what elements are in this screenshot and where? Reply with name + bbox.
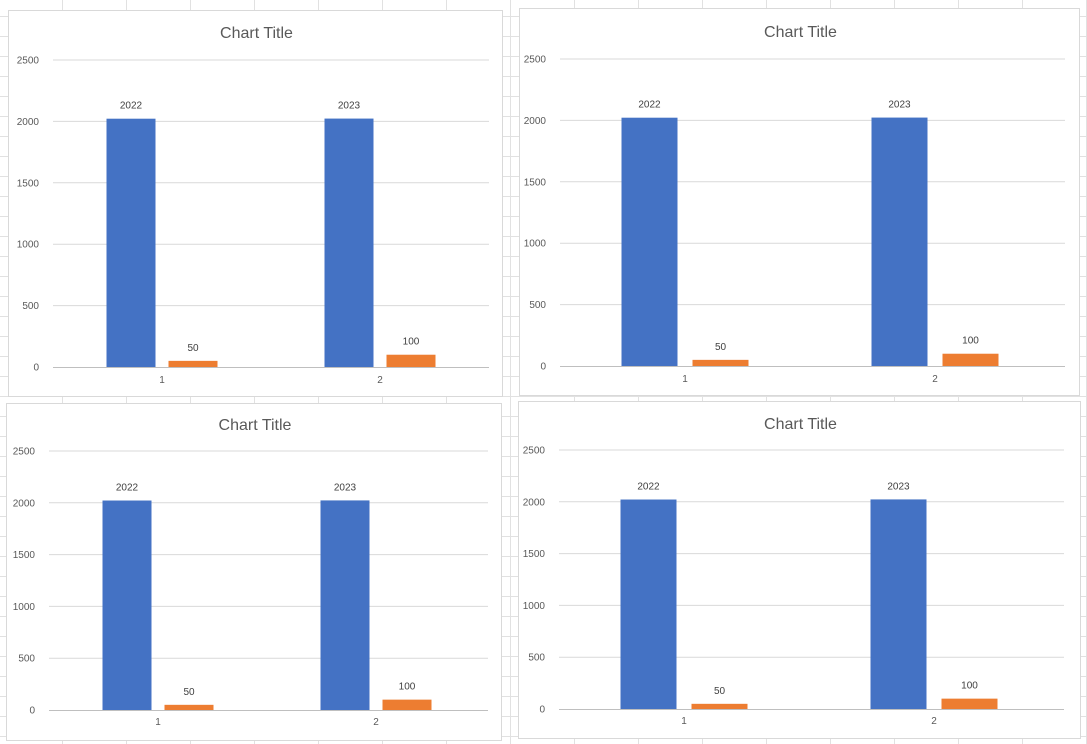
y-tick-label: 2000 [524,116,547,127]
bar-series-2-cat-1[interactable] [168,360,218,367]
bar-series-1-cat-2[interactable] [320,500,370,710]
chart-svg: Chart Title 0 500 1000 1500 2000 2500 2022 50 1 20… [17,25,489,386]
y-tick-label: 500 [22,301,39,312]
y-tick-label: 2000 [523,497,546,508]
data-label[interactable]: 100 [399,682,416,693]
y-tick-label: 1500 [523,549,546,560]
chart-title[interactable]: Chart Title [219,417,292,434]
y-tick-label: 500 [528,653,545,664]
data-label[interactable]: 100 [962,336,979,347]
data-label[interactable]: 2022 [120,101,143,112]
x-tick-label: 2 [377,375,383,386]
y-tick-label: 0 [29,706,35,717]
chart-top-right[interactable]: Chart Title 0 500 1000 1500 2000 2500 2022 50 1 20… [519,8,1080,396]
data-label[interactable]: 2023 [887,481,910,492]
data-label[interactable]: 2022 [116,483,139,494]
data-label[interactable]: 50 [715,342,727,353]
bar-series-2-cat-1[interactable] [164,704,214,710]
chart-top-left[interactable]: Chart Title 0 500 1000 1500 2000 2500 2022 50 1 20… [8,10,503,397]
chart-title[interactable]: Chart Title [220,25,293,42]
bar-series-1-cat-1[interactable] [621,117,678,367]
y-tick-label: 1000 [13,602,36,613]
y-tick-label: 1500 [13,550,36,561]
data-label[interactable]: 2022 [638,100,661,111]
bar-series-2-cat-2[interactable] [386,354,436,367]
x-tick-label: 1 [155,717,161,728]
y-tick-label: 1000 [17,240,40,251]
data-label[interactable]: 50 [714,686,726,697]
bar-series-2-cat-1[interactable] [691,703,748,709]
y-tick-label: 0 [33,363,39,374]
y-tick-label: 1000 [523,601,546,612]
bar-series-1-cat-2[interactable] [324,118,374,368]
data-label[interactable]: 2022 [637,482,660,493]
chart-svg: Chart Title 0 500 1000 1500 2000 2500 2022 50 1 20… [13,417,488,728]
chart-svg: Chart Title 0 500 1000 1500 2000 2500 2022 50 1 20… [523,416,1064,727]
y-tick-label: 1500 [17,178,40,189]
y-tick-label: 1000 [524,239,547,250]
chart-svg: Chart Title 0 500 1000 1500 2000 2500 2022 50 1 20… [524,24,1065,385]
y-tick-label: 0 [539,705,545,716]
x-tick-label: 1 [682,374,688,385]
chart-bottom-right[interactable]: Chart Title 0 500 1000 1500 2000 2500 2022 50 1 20… [518,401,1081,739]
y-tick-label: 1500 [524,177,547,188]
y-tick-label: 2500 [524,55,547,66]
bar-series-2-cat-2[interactable] [942,353,999,366]
y-tick-label: 2500 [523,446,546,457]
data-label[interactable]: 100 [961,681,978,692]
bar-series-1-cat-2[interactable] [870,499,927,709]
data-label[interactable]: 2023 [334,482,357,493]
chart-title[interactable]: Chart Title [764,24,837,41]
data-label[interactable]: 2023 [338,101,361,112]
data-label[interactable]: 2023 [888,100,911,111]
y-tick-label: 2500 [17,56,40,67]
bar-series-1-cat-1[interactable] [102,500,152,710]
bar-series-1-cat-1[interactable] [620,499,677,709]
chart-title[interactable]: Chart Title [764,416,837,433]
y-tick-label: 500 [18,654,35,665]
bar-series-1-cat-1[interactable] [106,118,156,368]
bar-series-2-cat-2[interactable] [941,698,998,709]
y-tick-label: 2000 [13,498,36,509]
data-label[interactable]: 100 [403,337,420,348]
x-tick-label: 2 [931,716,937,727]
x-tick-label: 2 [373,717,379,728]
bar-series-2-cat-1[interactable] [692,359,749,366]
y-tick-label: 2500 [13,447,36,458]
x-tick-label: 2 [932,374,938,385]
chart-bottom-left[interactable]: Chart Title 0 500 1000 1500 2000 2500 2022 50 1 20… [6,403,502,741]
data-label[interactable]: 50 [187,343,199,354]
x-tick-label: 1 [681,716,687,727]
y-tick-label: 0 [540,362,546,373]
bar-series-2-cat-2[interactable] [382,699,432,710]
data-label[interactable]: 50 [183,687,195,698]
x-tick-label: 1 [159,375,165,386]
y-tick-label: 500 [529,300,546,311]
bar-series-1-cat-2[interactable] [871,117,928,367]
y-tick-label: 2000 [17,117,40,128]
